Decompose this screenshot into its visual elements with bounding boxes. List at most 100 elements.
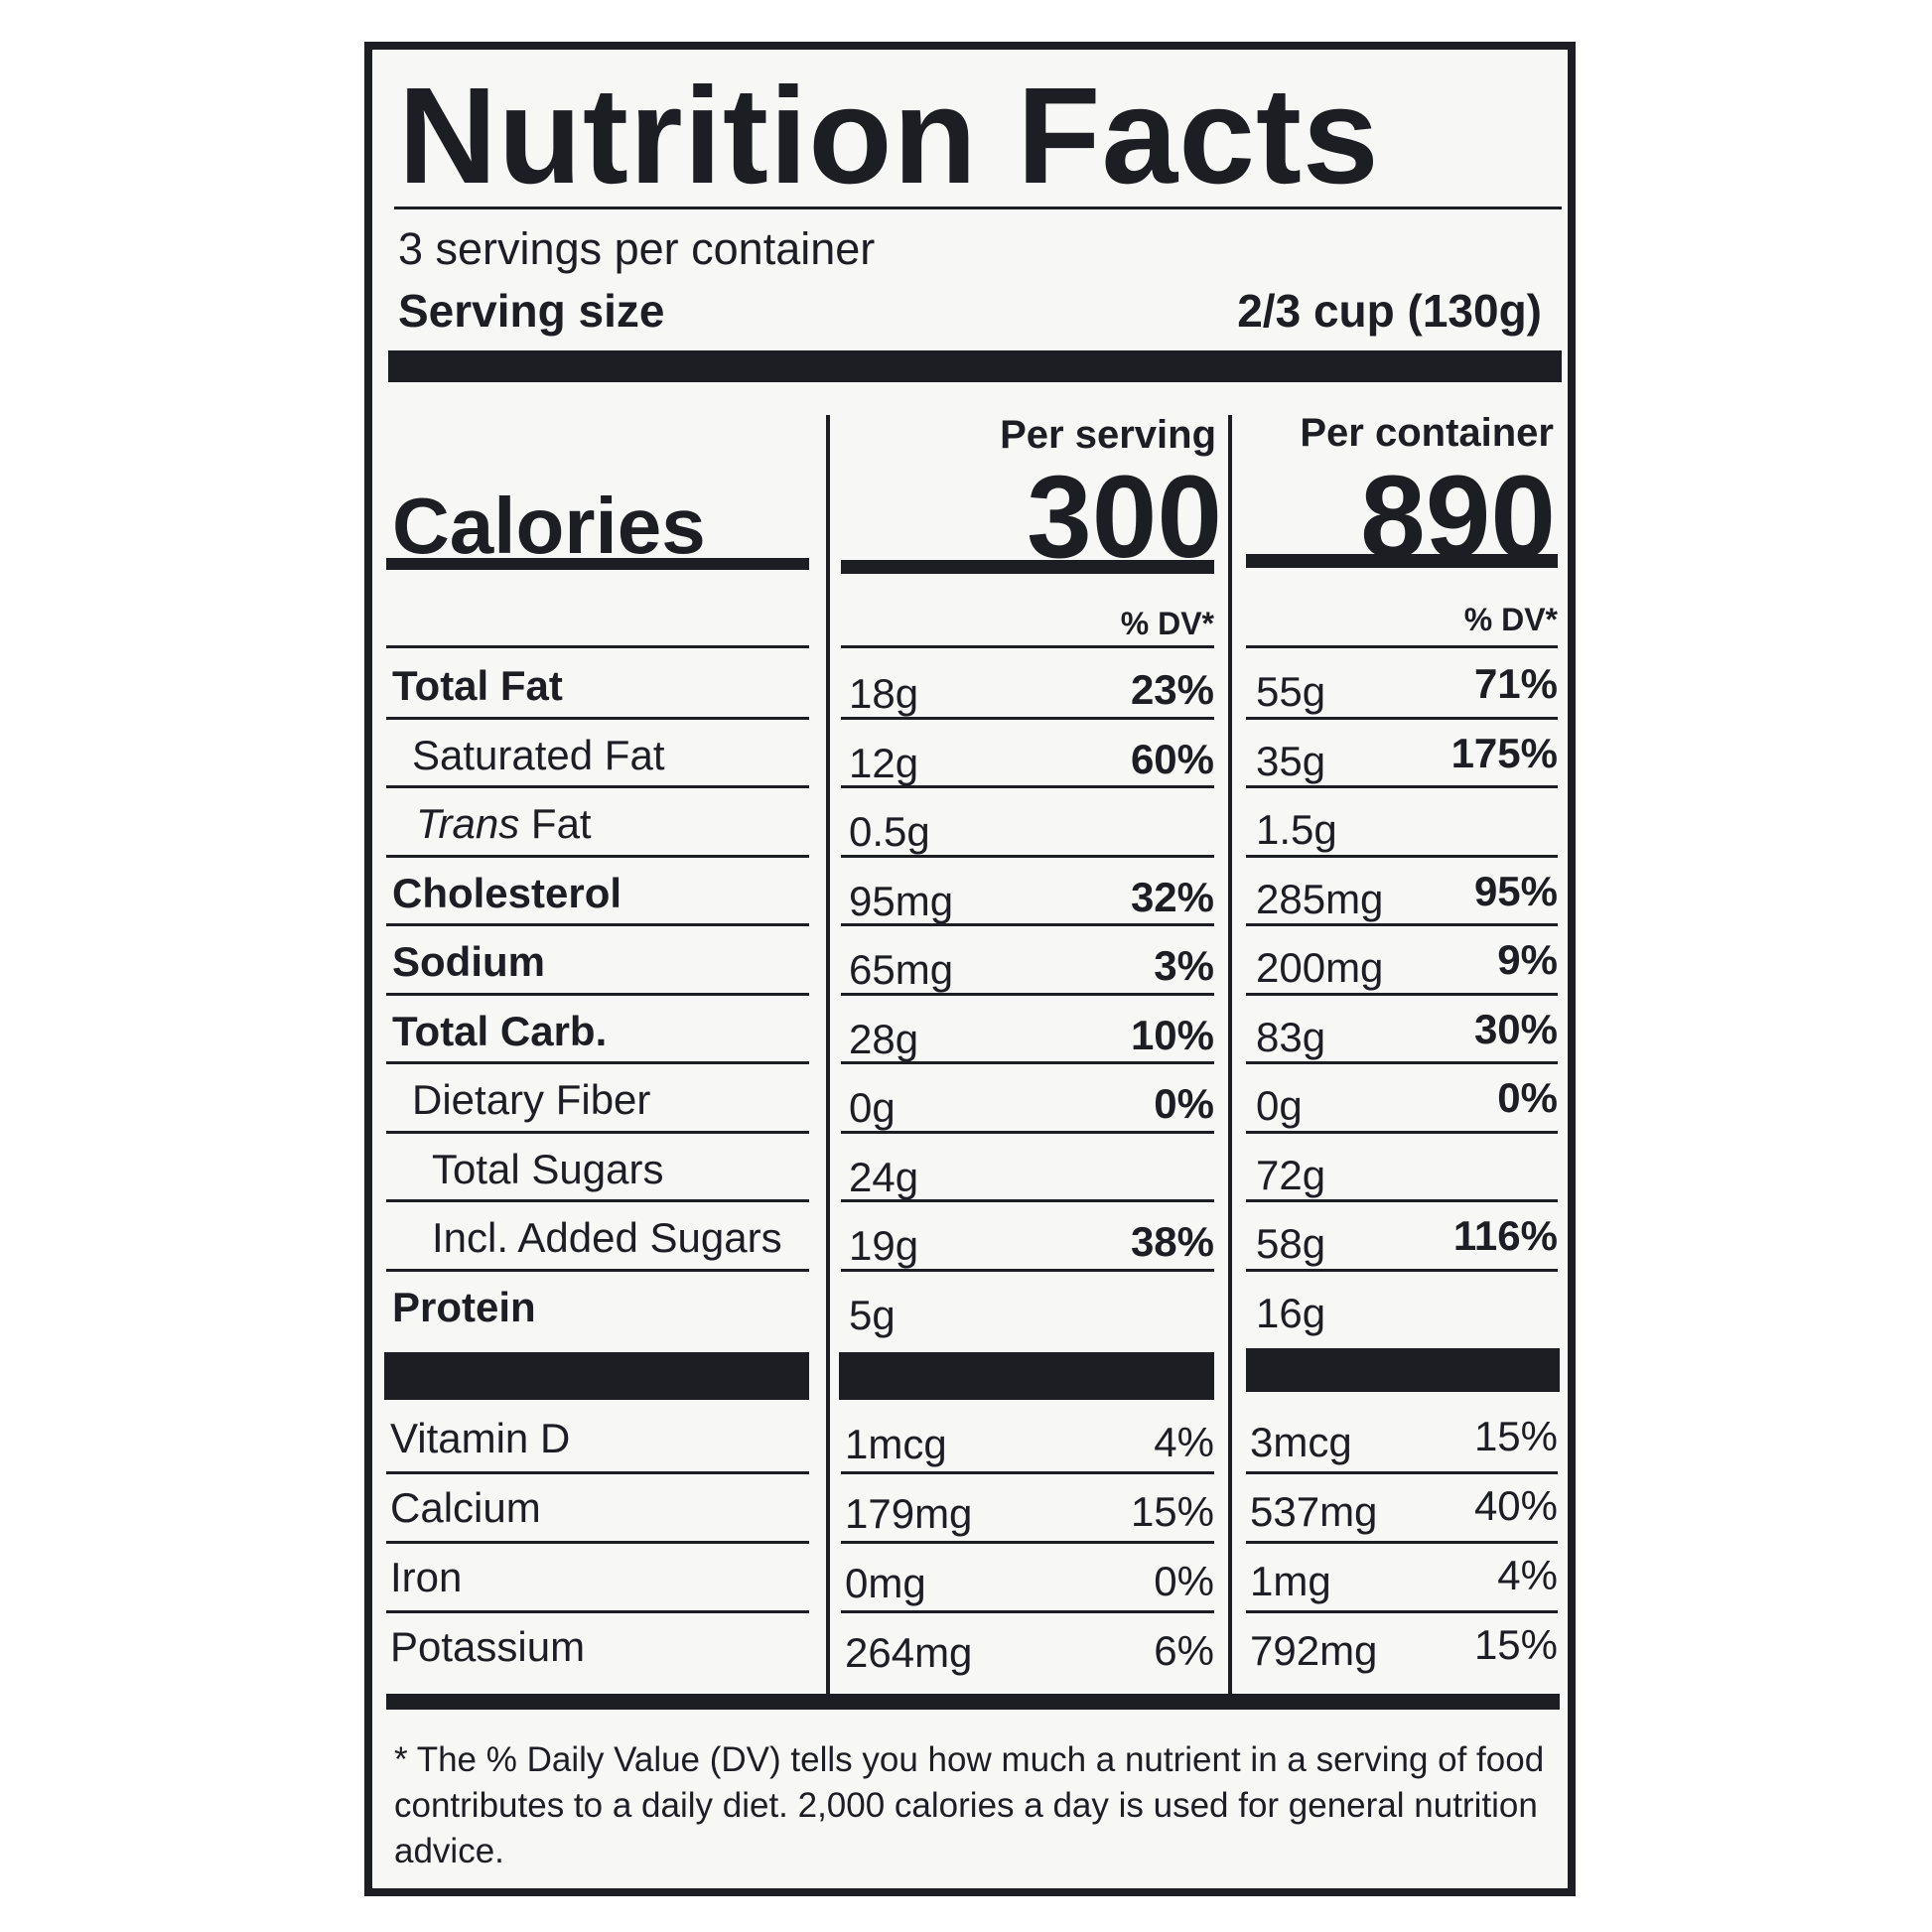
servings-per-container: 3 servings per container [398,223,876,274]
row-divider [841,785,1214,788]
per-container-label: Per container [1300,411,1554,455]
container-amount: 3mcg [1250,1419,1352,1465]
row-divider [1246,1061,1558,1064]
nutrient-name: Total Carb. [392,1007,608,1054]
serving-dv: 10% [1130,1011,1214,1058]
thick-divider [386,1694,1560,1710]
serving-size-value: 2/3 cup (130g) [1237,285,1542,337]
footnote: * The % Daily Value (DV) tells you how m… [394,1740,1545,1870]
container-amount: 58g [1256,1220,1326,1267]
row-divider [386,1061,809,1064]
row-divider [386,1199,809,1202]
thick-divider [388,350,1562,382]
row-divider [841,1541,1214,1544]
serving-amount: 24g [849,1153,919,1200]
dv-header-container: % DV* [1463,602,1558,637]
calories-per-serving: 300 [1027,452,1222,583]
serving-amount: 28g [849,1015,919,1062]
container-dv: 95% [1473,867,1558,914]
container-amount: 1.5g [1256,806,1337,853]
column-divider [826,415,830,1696]
row-divider [386,854,809,858]
serving-dv: 6% [1154,1627,1214,1674]
vitamin-name: Potassium [390,1623,586,1670]
serving-dv: 23% [1130,666,1214,713]
row-divider [1246,992,1558,996]
per-serving-label: Per serving [1000,413,1216,457]
row-divider [841,1268,1214,1272]
container-dv: 4% [1497,1552,1558,1598]
container-amount: 537mg [1250,1488,1378,1535]
serving-amount: 1mcg [845,1421,947,1467]
thick-divider [384,1352,809,1400]
row-divider [1246,923,1558,926]
row-divider [386,645,809,648]
serving-dv: 0% [1154,1080,1214,1127]
row-divider [841,1610,1214,1613]
vitamin-name: Vitamin D [390,1415,571,1461]
dv-header-serving: % DV* [1120,606,1214,641]
container-amount: 35g [1256,737,1326,784]
nutrient-name-italic: Trans [416,800,520,847]
nutrient-name: Incl. Added Sugars [432,1214,782,1261]
container-dv: 71% [1473,660,1558,707]
row-divider [386,716,809,720]
row-divider [841,923,1214,926]
nutrient-name: Dietary Fiber [412,1076,651,1123]
row-divider [1246,1541,1558,1544]
serving-amount: 0g [849,1084,896,1131]
serving-dv: 4% [1154,1419,1214,1465]
nutrient-name: Trans Fat [416,800,592,847]
divider [1246,554,1558,568]
row-divider [841,1130,1214,1134]
serving-amount: 5g [849,1291,896,1338]
row-divider [386,1541,809,1544]
container-amount: 72g [1256,1151,1326,1198]
serving-amount: 264mg [845,1629,973,1676]
row-divider [841,992,1214,996]
serving-dv: 38% [1130,1218,1214,1265]
row-divider [841,645,1214,648]
row-divider [841,1199,1214,1202]
row-divider [841,716,1214,720]
serving-amount: 0mg [845,1560,926,1606]
vitamin-name: Iron [390,1554,463,1600]
container-amount: 285mg [1256,875,1384,922]
divider [394,207,1562,209]
container-dv: 30% [1473,1005,1558,1052]
serving-amount: 179mg [845,1490,973,1537]
container-dv: 0% [1497,1074,1558,1121]
serving-amount: 18g [849,670,919,717]
row-divider [386,1471,809,1474]
container-amount: 0g [1256,1082,1303,1129]
column-divider [1228,415,1232,1696]
row-divider [386,785,809,788]
nutrient-name: Sodium [392,938,545,985]
row-divider [1246,1268,1558,1272]
container-dv: 175% [1450,729,1558,776]
row-divider [386,923,809,926]
container-amount: 200mg [1256,944,1384,991]
row-divider [1246,1199,1558,1202]
nutrient-name: Total Sugars [432,1145,664,1192]
container-amount: 792mg [1250,1627,1378,1674]
row-divider [386,1268,809,1272]
container-amount: 55g [1256,668,1326,715]
row-divider [386,992,809,996]
serving-size-label: Serving size [398,285,665,337]
row-divider [386,1130,809,1134]
row-divider [1246,854,1558,858]
container-amount: 83g [1256,1013,1326,1060]
row-divider [386,1610,809,1613]
row-divider [1246,785,1558,788]
serving-amount: 0.5g [849,808,930,855]
row-divider [1246,1471,1558,1474]
serving-amount: 12g [849,739,919,786]
label-title: Nutrition Facts [398,60,1380,212]
nutrient-name: Total Fat [392,662,563,709]
serving-amount: 19g [849,1222,919,1269]
calories-label: Calories [392,482,706,570]
row-divider [1246,716,1558,720]
vitamin-name: Calcium [390,1484,541,1531]
serving-dv: 15% [1130,1488,1214,1535]
